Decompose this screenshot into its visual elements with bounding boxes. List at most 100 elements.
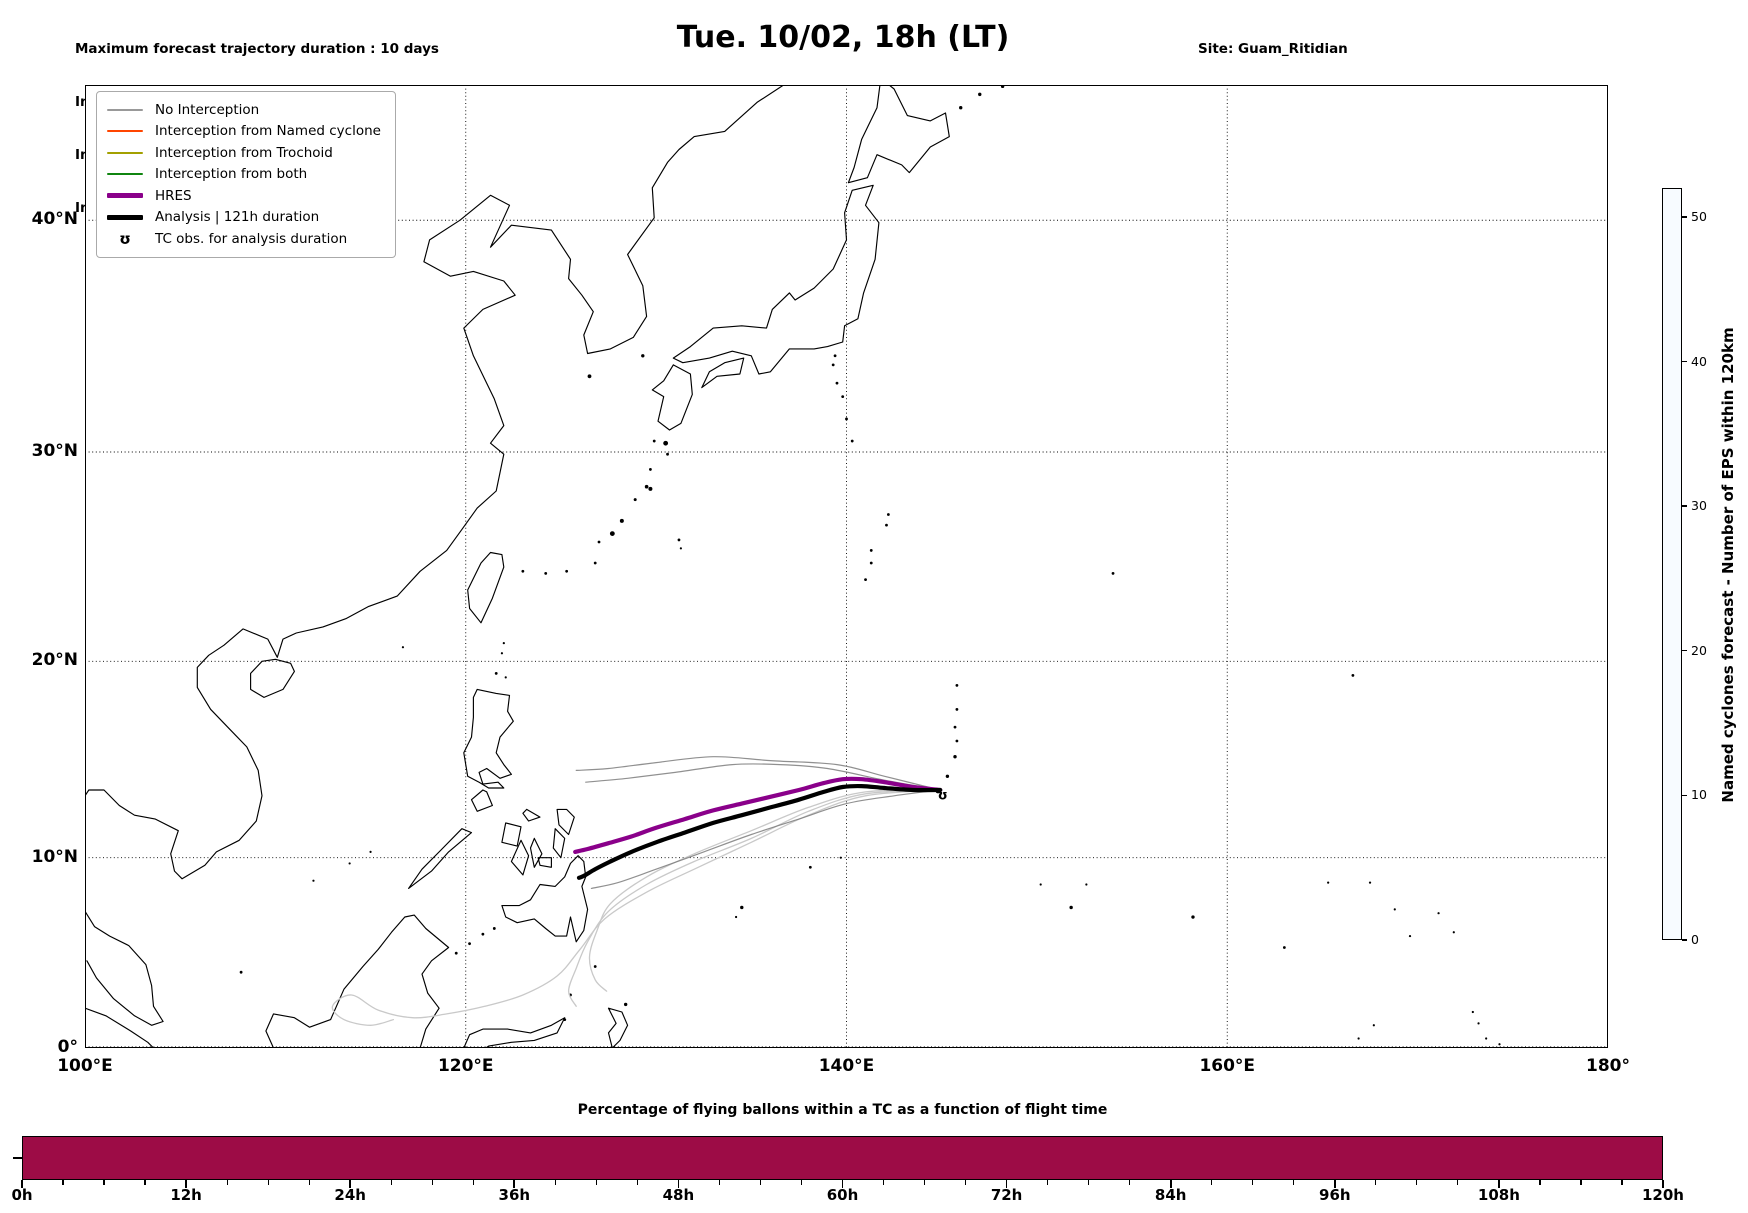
coastline [85, 910, 164, 1026]
time-axis-tick-label: 0h [11, 1186, 33, 1204]
legend-line-swatch [107, 108, 143, 111]
island-dot [835, 381, 839, 385]
time-axis-major-tick [21, 1180, 23, 1188]
island-dot [500, 652, 504, 655]
time-axis-minor-tick [62, 1180, 64, 1185]
time-axis-minor-tick [1252, 1180, 1254, 1185]
time-axis-minor-tick [1211, 1180, 1213, 1185]
island-dot [1408, 934, 1412, 938]
coastline [467, 551, 505, 624]
island-dot [623, 1002, 628, 1007]
legend-item: No Interception [107, 99, 381, 121]
colorbar-label: Named cyclones forecast - Number of EPS … [1719, 327, 1737, 803]
island-dot [1000, 85, 1005, 89]
colorbar-tick [1682, 216, 1687, 218]
island-dot [369, 850, 372, 853]
island-dot [609, 531, 615, 537]
colorbar-tick-label: 40 [1691, 353, 1707, 369]
time-axis-minor-tick [472, 1180, 474, 1185]
coastline [408, 828, 473, 889]
coastline [537, 857, 552, 868]
island-dot [864, 578, 867, 582]
legend-line-sample [107, 173, 143, 176]
island-dot [839, 856, 842, 859]
island-dot [563, 1018, 567, 1021]
island-dot [1477, 1022, 1480, 1025]
legend-line-sample [107, 108, 143, 111]
lon-tick-label: 180° [1586, 1056, 1630, 1076]
colorbar-tick [1682, 505, 1687, 507]
island-dot [1327, 881, 1330, 884]
legend-item-label: HRES [155, 187, 192, 204]
time-axis-tick-label: 12h [170, 1186, 202, 1204]
time-axis-tick-label: 96h [1319, 1186, 1351, 1204]
time-axis-tick-label: 36h [498, 1186, 531, 1204]
island-dot [886, 513, 890, 516]
coastline [552, 828, 566, 859]
light-trajectory [567, 789, 941, 1007]
legend-item: Interception from Trochoid [107, 142, 381, 164]
island-dot [1351, 674, 1355, 677]
time-axis-minor-tick [103, 1180, 105, 1185]
time-axis-minor-tick [267, 1180, 269, 1185]
time-axis-major-tick [185, 1180, 187, 1188]
island-dot [945, 774, 950, 779]
light-trajectory [331, 789, 941, 1026]
coastline [847, 85, 950, 184]
legend-line-swatch [107, 193, 143, 199]
island-dot [1039, 883, 1042, 886]
colorbar-tick-label: 0 [1691, 932, 1699, 947]
island-dot [312, 879, 315, 882]
colorbar-tick [1682, 794, 1687, 797]
time-axis-major-tick [1333, 1180, 1336, 1188]
legend-line-sample [107, 193, 143, 199]
time-axis-minor-tick [1088, 1180, 1090, 1185]
island-dot [1452, 931, 1455, 934]
island-dot [1393, 908, 1396, 911]
island-dot [504, 676, 507, 679]
time-axis-tick-label: 84h [1154, 1186, 1187, 1204]
coastline [501, 822, 522, 847]
island-dot [677, 538, 681, 542]
island-dot [1368, 881, 1372, 884]
colorbar-tick-label: 20 [1691, 642, 1707, 658]
island-dot [652, 439, 656, 443]
time-axis-minor-tick [1375, 1180, 1377, 1185]
time-axis-minor-tick [1580, 1180, 1582, 1185]
island-dot [808, 865, 812, 869]
coastline [250, 658, 295, 698]
lat-tick-label: 20°N [31, 650, 78, 671]
flight-bar-y-tick [13, 1157, 22, 1159]
legend-item: Analysis | 121h duration [107, 207, 381, 229]
island-dot [663, 440, 669, 446]
coastline [672, 184, 880, 375]
colorbar-tick-label: 50 [1691, 208, 1707, 224]
coastline [510, 839, 530, 876]
legend-item-label: Interception from Named cyclone [155, 123, 381, 140]
site-line: Site: Guam_Ritidian [1198, 41, 1348, 58]
legend-item: Interception from both [107, 164, 381, 186]
island-dot [1111, 571, 1115, 575]
time-axis-tick-label: 120h [1642, 1186, 1684, 1204]
time-axis-tick-label: 108h [1477, 1186, 1520, 1204]
lat-tick-label: 10°N [31, 846, 78, 867]
island-dot [502, 642, 505, 645]
island-dot [1498, 1043, 1501, 1046]
island-dot [1471, 1010, 1474, 1014]
island-dot [587, 374, 592, 379]
hres-trajectory [573, 776, 943, 854]
coastline [265, 914, 450, 1048]
island-dot [492, 927, 496, 930]
colorbar-tick [1682, 650, 1687, 652]
island-dot [845, 417, 848, 421]
time-axis-minor-tick [923, 1180, 926, 1185]
time-axis-major-tick [513, 1180, 516, 1188]
lat-tick-label: 30°N [31, 441, 78, 461]
island-dot [481, 932, 485, 936]
island-dot [348, 862, 351, 865]
time-axis-minor-tick [800, 1180, 803, 1185]
island-dot [1437, 912, 1440, 915]
coastline [85, 1007, 155, 1048]
island-dot [841, 395, 845, 399]
time-axis-minor-tick [554, 1180, 556, 1185]
